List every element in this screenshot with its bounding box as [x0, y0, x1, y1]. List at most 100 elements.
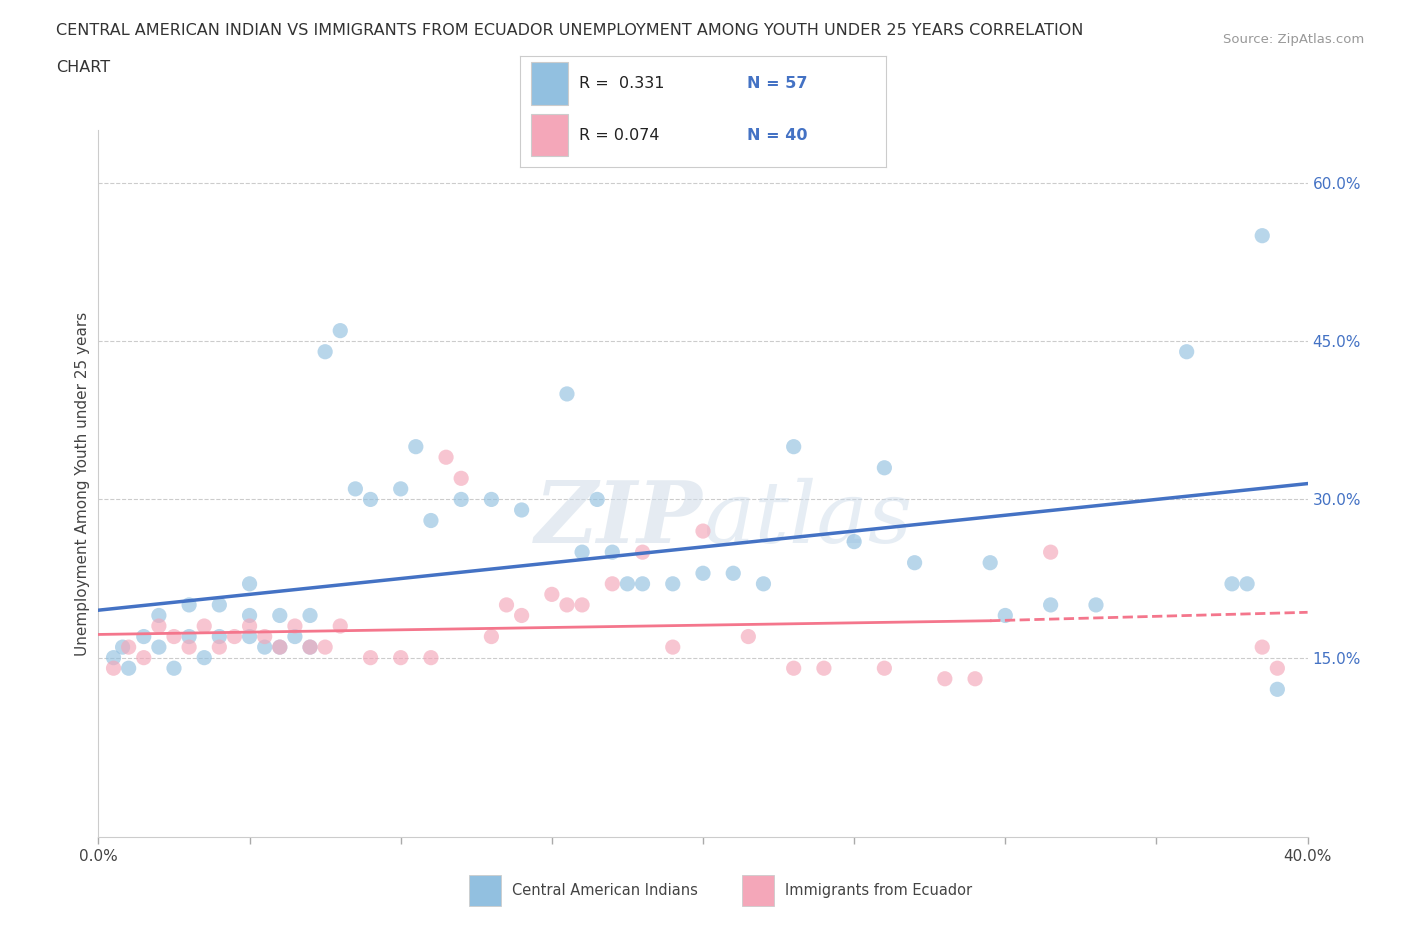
Point — [571, 597, 593, 612]
Point — [360, 492, 382, 507]
Text: ZIP: ZIP — [536, 477, 703, 561]
Point — [269, 640, 291, 655]
Point — [179, 629, 201, 644]
Point — [389, 482, 412, 497]
Point — [284, 618, 307, 633]
Point — [1085, 597, 1108, 612]
Point — [481, 492, 503, 507]
Point — [1236, 577, 1258, 591]
Point — [1267, 661, 1289, 676]
Point — [329, 618, 352, 633]
Point — [1039, 597, 1062, 612]
Point — [1251, 228, 1274, 243]
Point — [692, 565, 714, 580]
Point — [344, 482, 367, 497]
Point — [299, 608, 322, 623]
Text: CENTRAL AMERICAN INDIAN VS IMMIGRANTS FROM ECUADOR UNEMPLOYMENT AMONG YOUTH UNDE: CENTRAL AMERICAN INDIAN VS IMMIGRANTS FR… — [56, 23, 1084, 38]
Point — [132, 650, 155, 665]
Point — [979, 555, 1001, 570]
Bar — [742, 875, 773, 906]
Point — [253, 629, 276, 644]
Point — [737, 629, 759, 644]
Point — [284, 629, 307, 644]
Point — [208, 640, 231, 655]
Point — [269, 640, 291, 655]
Y-axis label: Unemployment Among Youth under 25 years: Unemployment Among Youth under 25 years — [75, 312, 90, 656]
Point — [510, 502, 533, 517]
Point — [420, 513, 443, 528]
Point — [103, 661, 125, 676]
Point — [208, 597, 231, 612]
Point — [360, 650, 382, 665]
Point — [163, 629, 186, 644]
Point — [163, 661, 186, 676]
Point — [631, 545, 654, 560]
Point — [1039, 545, 1062, 560]
Point — [873, 661, 896, 676]
Point — [269, 608, 291, 623]
Point — [783, 439, 806, 454]
Text: Source: ZipAtlas.com: Source: ZipAtlas.com — [1223, 33, 1364, 46]
Point — [329, 324, 352, 339]
Point — [299, 640, 322, 655]
Point — [1220, 577, 1243, 591]
Point — [434, 450, 457, 465]
Point — [555, 597, 578, 612]
Point — [934, 671, 956, 686]
Point — [555, 387, 578, 402]
Point — [239, 577, 262, 591]
Point — [118, 640, 141, 655]
Text: R = 0.074: R = 0.074 — [579, 127, 659, 142]
Point — [389, 650, 412, 665]
Point — [253, 640, 276, 655]
Point — [571, 545, 593, 560]
Point — [662, 577, 685, 591]
Point — [1267, 682, 1289, 697]
Text: CHART: CHART — [56, 60, 110, 75]
Point — [692, 524, 714, 538]
Point — [965, 671, 987, 686]
Point — [179, 597, 201, 612]
Point — [299, 640, 322, 655]
Bar — [531, 62, 568, 105]
Point — [118, 661, 141, 676]
Point — [540, 587, 562, 602]
Point — [450, 492, 472, 507]
Text: N = 40: N = 40 — [747, 127, 807, 142]
Point — [314, 344, 336, 359]
Text: N = 57: N = 57 — [747, 76, 807, 91]
Point — [783, 661, 806, 676]
Point — [193, 618, 215, 633]
Point — [873, 460, 896, 475]
Bar — [470, 875, 502, 906]
Point — [405, 439, 427, 454]
Point — [420, 650, 443, 665]
Point — [132, 629, 155, 644]
Point — [904, 555, 927, 570]
Point — [179, 640, 201, 655]
Point — [510, 608, 533, 623]
Point — [148, 608, 170, 623]
Point — [239, 618, 262, 633]
Point — [111, 640, 134, 655]
Point — [1175, 344, 1198, 359]
Point — [495, 597, 517, 612]
Text: Immigrants from Ecuador: Immigrants from Ecuador — [785, 883, 972, 898]
Point — [239, 629, 262, 644]
Point — [844, 534, 866, 549]
Point — [602, 577, 624, 591]
Text: R =  0.331: R = 0.331 — [579, 76, 664, 91]
Point — [148, 640, 170, 655]
Point — [148, 618, 170, 633]
Point — [602, 545, 624, 560]
Point — [314, 640, 336, 655]
Point — [239, 608, 262, 623]
Point — [994, 608, 1017, 623]
Point — [103, 650, 125, 665]
Point — [616, 577, 638, 591]
Point — [662, 640, 685, 655]
Point — [1251, 640, 1274, 655]
Point — [752, 577, 775, 591]
Point — [481, 629, 503, 644]
Point — [631, 577, 654, 591]
